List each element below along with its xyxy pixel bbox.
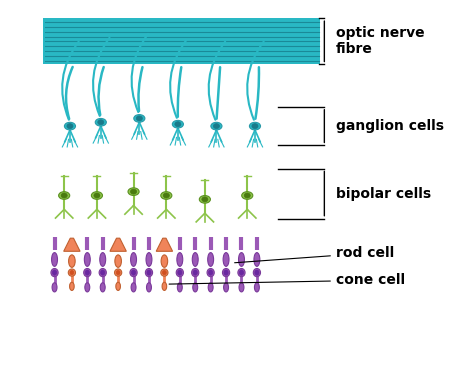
FancyArrowPatch shape	[178, 67, 181, 117]
Ellipse shape	[162, 282, 167, 291]
Ellipse shape	[130, 269, 137, 277]
Ellipse shape	[191, 269, 199, 277]
Ellipse shape	[69, 255, 75, 267]
Ellipse shape	[70, 282, 74, 291]
Ellipse shape	[146, 253, 152, 266]
Ellipse shape	[207, 269, 214, 277]
Ellipse shape	[255, 270, 259, 275]
Ellipse shape	[252, 124, 258, 129]
Ellipse shape	[115, 255, 121, 267]
Ellipse shape	[193, 270, 197, 275]
Ellipse shape	[224, 283, 228, 292]
Ellipse shape	[177, 283, 182, 292]
Ellipse shape	[161, 269, 168, 276]
Ellipse shape	[85, 270, 90, 275]
Ellipse shape	[213, 124, 219, 129]
Text: optic nerve
fibre: optic nerve fibre	[336, 26, 425, 56]
Ellipse shape	[238, 269, 245, 277]
Ellipse shape	[175, 122, 181, 127]
Ellipse shape	[222, 269, 230, 277]
Ellipse shape	[244, 193, 250, 198]
Ellipse shape	[176, 269, 183, 277]
Text: bipolar cells: bipolar cells	[336, 187, 431, 201]
Ellipse shape	[84, 269, 91, 277]
Ellipse shape	[59, 192, 70, 199]
Ellipse shape	[249, 122, 261, 130]
Ellipse shape	[131, 253, 137, 266]
Ellipse shape	[146, 283, 151, 292]
Ellipse shape	[239, 270, 244, 275]
FancyArrowPatch shape	[66, 67, 73, 119]
Ellipse shape	[163, 271, 166, 275]
Ellipse shape	[147, 270, 151, 275]
Ellipse shape	[51, 269, 58, 277]
Ellipse shape	[84, 253, 90, 266]
Ellipse shape	[163, 193, 169, 198]
Ellipse shape	[100, 253, 106, 266]
Ellipse shape	[223, 253, 229, 266]
Ellipse shape	[238, 253, 245, 266]
Text: cone cell: cone cell	[169, 273, 405, 287]
Ellipse shape	[199, 196, 210, 203]
Ellipse shape	[98, 120, 104, 125]
Ellipse shape	[242, 192, 253, 199]
Ellipse shape	[131, 270, 136, 275]
FancyArrowPatch shape	[255, 67, 259, 119]
Ellipse shape	[211, 122, 222, 130]
FancyBboxPatch shape	[43, 18, 320, 65]
Ellipse shape	[95, 118, 106, 126]
Ellipse shape	[193, 283, 198, 292]
Ellipse shape	[192, 253, 198, 266]
Ellipse shape	[253, 269, 261, 277]
Ellipse shape	[130, 189, 137, 194]
FancyArrowPatch shape	[217, 67, 220, 119]
Ellipse shape	[64, 122, 75, 130]
Ellipse shape	[131, 283, 136, 292]
Text: rod cell: rod cell	[235, 246, 394, 263]
Ellipse shape	[208, 283, 213, 292]
Ellipse shape	[67, 124, 73, 129]
Ellipse shape	[70, 271, 74, 275]
Ellipse shape	[61, 193, 67, 198]
Ellipse shape	[52, 253, 57, 266]
Ellipse shape	[208, 253, 214, 266]
Ellipse shape	[137, 116, 142, 121]
Ellipse shape	[100, 283, 105, 292]
Ellipse shape	[85, 283, 90, 292]
Ellipse shape	[209, 270, 213, 275]
Polygon shape	[110, 238, 127, 251]
Ellipse shape	[94, 193, 100, 198]
Polygon shape	[64, 238, 80, 251]
Ellipse shape	[255, 283, 259, 292]
Ellipse shape	[52, 283, 57, 292]
Ellipse shape	[254, 253, 260, 266]
Ellipse shape	[100, 270, 105, 275]
Ellipse shape	[173, 120, 183, 128]
Text: ganglion cells: ganglion cells	[336, 119, 444, 133]
Ellipse shape	[115, 269, 122, 276]
Ellipse shape	[116, 282, 120, 291]
Ellipse shape	[177, 253, 183, 266]
Ellipse shape	[239, 283, 244, 292]
Ellipse shape	[202, 197, 208, 202]
Ellipse shape	[178, 270, 182, 275]
Ellipse shape	[99, 269, 106, 277]
Ellipse shape	[91, 192, 102, 199]
Ellipse shape	[161, 192, 172, 199]
FancyArrowPatch shape	[138, 67, 143, 111]
Ellipse shape	[134, 115, 145, 122]
Ellipse shape	[116, 271, 120, 275]
FancyArrowPatch shape	[99, 67, 104, 115]
Ellipse shape	[146, 269, 153, 277]
Ellipse shape	[224, 270, 228, 275]
Ellipse shape	[128, 188, 139, 196]
Polygon shape	[156, 238, 173, 251]
Ellipse shape	[161, 255, 168, 267]
Ellipse shape	[53, 270, 57, 275]
Ellipse shape	[68, 269, 75, 276]
